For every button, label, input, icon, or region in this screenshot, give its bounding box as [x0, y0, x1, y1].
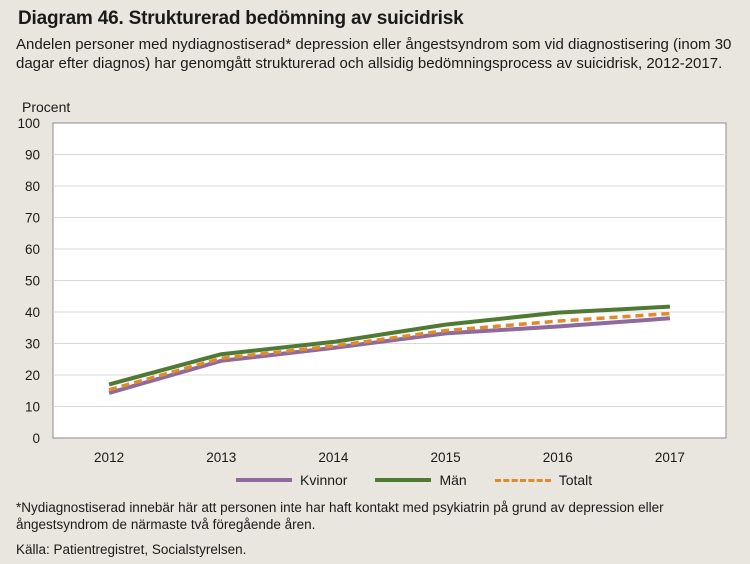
y-tick-label: 40 [25, 305, 40, 320]
x-axis-ticks: 2012 2013 2014 2015 2016 2017 [94, 450, 685, 465]
y-axis-label: Procent [22, 99, 71, 115]
y-axis-ticks: 0 10 20 30 40 50 60 70 80 90 100 [17, 116, 40, 446]
y-tick-label: 60 [25, 242, 40, 257]
x-tick-label: 2012 [94, 450, 124, 465]
series-line-män [108, 304, 671, 387]
series-line-totalt [108, 311, 671, 392]
x-tick-label: 2015 [431, 450, 461, 465]
legend-label: Kvinnor [300, 472, 348, 488]
legend-item: Kvinnor [236, 472, 347, 488]
x-tick-label: 2016 [543, 450, 573, 465]
gridlines [53, 154, 726, 407]
y-tick-label: 90 [25, 148, 40, 163]
y-tick-label: 80 [25, 179, 40, 194]
legend-swatch [494, 478, 551, 482]
x-tick-label: 2017 [655, 450, 685, 465]
series-line-kvinnor [108, 316, 671, 395]
y-tick-label: 70 [25, 211, 40, 226]
legend-swatch [236, 478, 292, 482]
legend-label: Män [439, 472, 467, 488]
legend: Kvinnor Män Totalt [236, 469, 620, 491]
y-tick-label: 0 [32, 431, 40, 446]
legend-item: Män [375, 472, 467, 488]
legend-swatch [375, 478, 432, 482]
source-note: Källa: Patientregistret, Socialstyrelsen… [16, 542, 247, 557]
x-tick-label: 2013 [206, 450, 236, 465]
chart-subtitle: Andelen personer med nydiagnostiserad* d… [16, 36, 732, 72]
footnote: *Nydiagnostiserad innebär här att person… [16, 500, 664, 532]
x-tick-label: 2014 [318, 450, 349, 465]
y-tick-label: 30 [25, 337, 40, 352]
legend-item: Totalt [494, 472, 593, 488]
legend-label: Totalt [558, 472, 593, 488]
y-tick-label: 20 [25, 368, 40, 383]
chart-title: Diagram 46. Strukturerad bedömning av su… [18, 8, 464, 29]
y-tick-label: 100 [17, 116, 40, 131]
y-tick-label: 50 [25, 274, 40, 289]
y-tick-label: 10 [25, 400, 40, 415]
series-lines [108, 304, 671, 395]
